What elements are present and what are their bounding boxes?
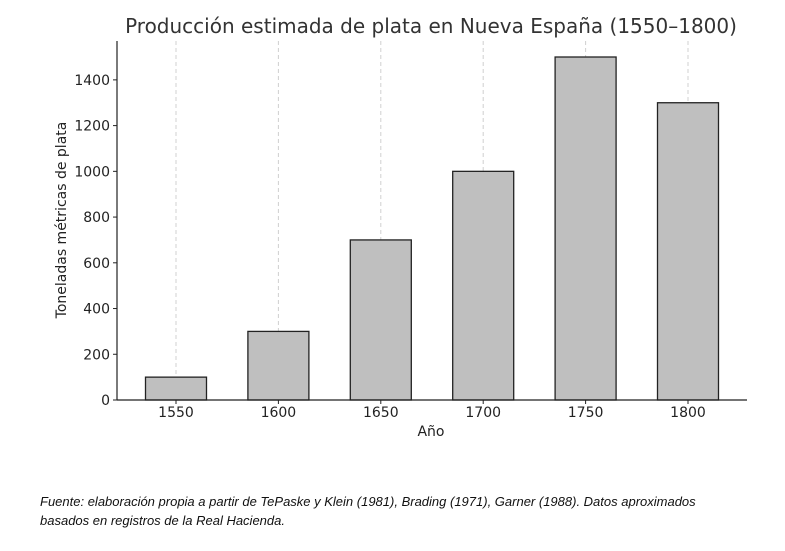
x-tick-label-1600: 1600 [261,405,297,421]
bar-1700 [452,170,515,401]
x-tick-label-1800: 1800 [670,405,706,421]
x-axis-label: Año [417,424,444,440]
y-tick-label-800: 800 [83,210,110,226]
bar-1650 [349,239,412,401]
x-tick-label-1650: 1650 [363,405,399,421]
y-tick-label-1200: 1200 [74,119,110,135]
y-ticks: 0 200 400 600 800 1000 1200 1400 [74,73,117,409]
bar-chart: Producción estimada de plata en Nueva Es… [54,14,747,440]
y-tick-label-0: 0 [101,393,110,409]
bar-1600 [247,330,310,401]
chart-title: Producción estimada de plata en Nueva Es… [125,14,737,38]
source-caption: Fuente: elaboración propia a partir de T… [40,494,696,528]
y-tick-label-1000: 1000 [74,164,110,180]
x-tick-label-1750: 1750 [568,405,604,421]
x-tick-label-1550: 1550 [158,405,194,421]
bar-1750 [554,56,617,401]
y-axis-label: Toneladas métricas de plata [54,122,70,320]
axes [116,41,747,401]
y-tick-label-600: 600 [83,256,110,272]
y-tick-label-1400: 1400 [74,73,110,89]
bar-1800 [656,102,720,401]
x-tick-label-1700: 1700 [465,405,501,421]
x-ticks: 1550 1600 1650 1700 1750 1800 [158,400,706,421]
bars [144,56,720,401]
y-tick-label-200: 200 [83,347,110,363]
y-tick-label-400: 400 [83,302,110,318]
bar-1550 [144,376,208,401]
